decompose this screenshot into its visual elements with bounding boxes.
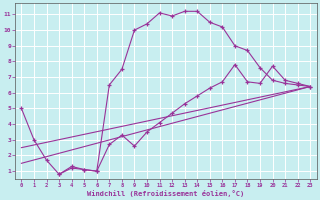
X-axis label: Windchill (Refroidissement éolien,°C): Windchill (Refroidissement éolien,°C) xyxy=(87,190,244,197)
